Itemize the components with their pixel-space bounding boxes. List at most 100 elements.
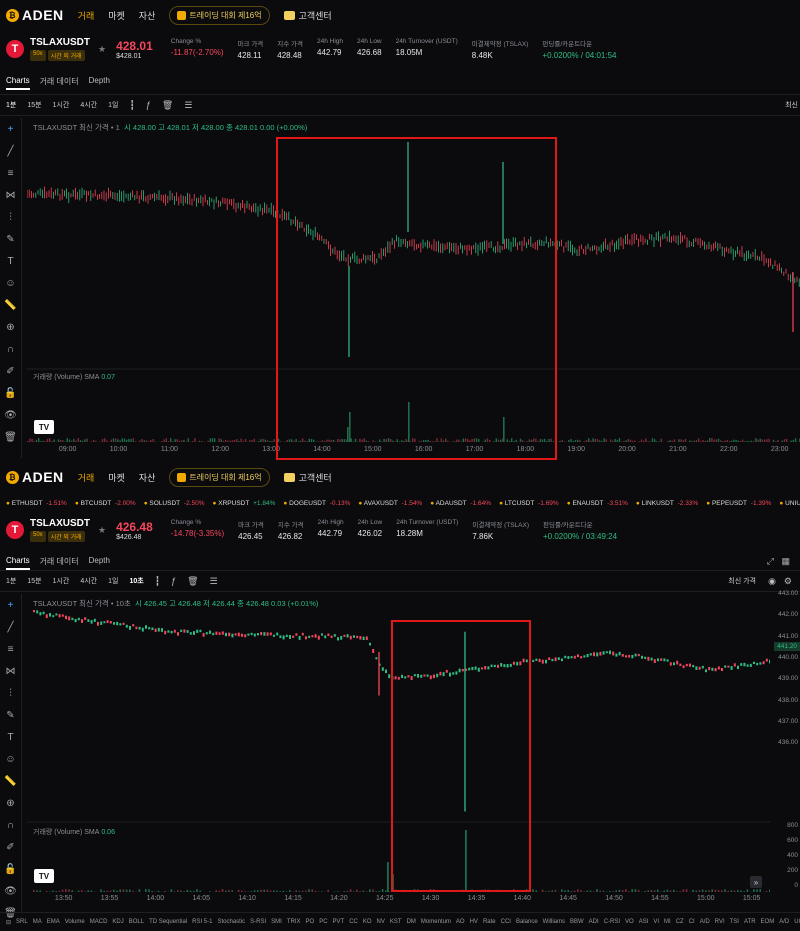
interval-1d[interactable]: 1일 [108,578,119,585]
indicator-item[interactable]: KDJ [112,919,124,925]
favorite-star-icon[interactable]: ★ [98,43,107,54]
indicator-item[interactable]: HV [469,919,478,925]
trash-icon[interactable]: 🗑 [161,99,174,110]
symbol-selector[interactable]: TSLAXUSDT [30,37,90,48]
indicator-item[interactable]: ATR [743,919,756,925]
indicator-item[interactable]: CI [688,919,695,925]
fib-icon[interactable]: ≡ [7,168,14,179]
text-icon[interactable]: T [7,732,14,743]
indicator-item[interactable]: RSI 5-1 [192,919,213,925]
indicator-menu-icon[interactable]: ⊟ [6,919,12,926]
indicator-item[interactable]: AO [455,919,465,925]
interval-1m[interactable]: 1분 [6,102,17,109]
indicator-item[interactable]: NV [376,919,385,925]
indicator-item[interactable]: KO [362,919,372,925]
indicator-item[interactable]: Momentum [420,919,451,925]
indicator-item[interactable]: DM [406,919,416,925]
tab-charts[interactable]: Charts [6,556,30,570]
interval-1d[interactable]: 1일 [108,102,119,109]
zoom-in-icon[interactable]: ⊕ [6,322,15,333]
marquee-item[interactable]: ● BTCUSDT -2.00% [75,500,136,507]
indicator-item[interactable]: TSI [729,919,739,925]
marquee-item[interactable]: ● LINKUSDT -2.33% [636,500,698,507]
indicator-item[interactable]: Stochastic [217,919,246,925]
tab-charts[interactable]: Charts [6,76,30,90]
crosshair-icon[interactable]: + [7,600,14,611]
indicator-item[interactable]: TRIX [286,919,301,925]
channel-icon[interactable]: ⫶ [9,688,12,699]
trend-line-icon[interactable]: ╱ [7,622,14,633]
indicator-item[interactable]: Volume [64,919,85,925]
lock-draw-icon[interactable]: ✐ [6,366,15,377]
gear-icon[interactable]: ⚙ [783,575,792,586]
indicator-item[interactable]: EOM [760,919,775,925]
indicator-item[interactable]: Rate [482,919,496,925]
indicator-item[interactable]: CCI [500,919,511,925]
indicator-item[interactable]: Williams [542,919,565,925]
nav-assets[interactable]: 자산 [138,472,156,483]
symbol-selector[interactable]: TSLAXUSDT [30,518,90,529]
indicator-icon[interactable]: ƒ [171,576,177,586]
scroll-right-button[interactable]: » [750,876,762,888]
marquee-item[interactable]: ● LTCUSDT -1.69% [499,500,559,507]
pattern-icon[interactable]: ⋈ [5,666,16,677]
emoji-icon[interactable]: ☺ [5,754,16,765]
indicator-item[interactable]: MACD [89,919,108,925]
indicator-item[interactable]: Balance [515,919,538,925]
marquee-item[interactable]: ● PEPEUSDT -1.39% [706,500,771,507]
emoji-icon[interactable]: ☺ [5,278,16,289]
promo-button[interactable]: 트레이딩 대회 제16억 [169,467,270,487]
trash-icon[interactable]: 🗑 [187,575,199,586]
settings-list-icon[interactable]: ☰ [184,99,193,110]
indicator-item[interactable]: RVI [714,919,725,925]
indicator-item[interactable]: MI [664,919,671,925]
indicator-item[interactable]: MA [32,919,42,925]
tab-depth[interactable]: Depth [88,556,110,565]
brush-icon[interactable]: ✎ [6,234,15,245]
marquee-item[interactable]: ● XRPUSDT +1.84% [213,500,276,507]
zoom-in-icon[interactable]: ⊕ [6,798,15,809]
indicator-item[interactable]: BBW [570,919,584,925]
candle-type-icon[interactable]: ┇ [129,99,135,110]
promo-button[interactable]: 트레이딩 대회 제16억 [169,5,270,25]
nav-assets[interactable]: 자산 [138,10,156,21]
tab-depth[interactable]: Depth [88,76,110,85]
eye-icon[interactable]: 👁 [4,410,17,421]
nav-trade[interactable]: 거래 [77,10,95,21]
pattern-icon[interactable]: ⋈ [5,190,16,201]
indicator-item[interactable]: C-RSI [603,919,621,925]
latest-price-dropdown[interactable]: 최신 [785,102,798,109]
indicator-item[interactable]: TD Sequential [149,919,188,925]
indicator-item[interactable]: S-RSI [250,919,267,925]
latest-price-dropdown[interactable]: 최신 가격 [728,578,756,585]
indicator-item[interactable]: BOLL [128,919,145,925]
interval-1h[interactable]: 1시간 [52,578,70,585]
text-icon[interactable]: T [7,256,14,267]
indicator-item[interactable]: VO [625,919,634,925]
marquee-item[interactable]: ● ETHUSDT -1.51% [6,500,67,507]
tab-trade-data[interactable]: 거래 데이터 [39,77,79,86]
marquee-item[interactable]: ● AVAXUSDT -1.54% [358,500,422,507]
interval-4h[interactable]: 4시간 [80,578,98,585]
support-link[interactable]: 고객센터 [283,9,332,22]
favorite-star-icon[interactable]: ★ [98,524,107,535]
indicator-item[interactable]: CC [349,919,358,925]
marquee-item[interactable]: ● SOLUSDT -2.50% [144,500,205,507]
channel-icon[interactable]: ⫶ [9,212,12,223]
trash-drawings-icon[interactable]: 🗑 [4,908,17,919]
aden-logo-bottom[interactable]: ₿ ADEN [6,469,64,485]
indicator-item[interactable]: SMI [271,919,282,925]
magnet-icon[interactable]: ∩ [6,344,15,355]
interval-4h[interactable]: 4시간 [80,102,98,109]
ruler-icon[interactable]: 📏 [4,300,17,311]
ruler-icon[interactable]: 📏 [4,776,17,787]
layout-icon[interactable]: ▦ [781,556,790,566]
magnet-icon[interactable]: ∩ [6,820,15,831]
tab-trade-data[interactable]: 거래 데이터 [39,557,79,566]
settings-list-icon[interactable]: ☰ [209,575,218,586]
interval-15m[interactable]: 15분 [27,578,42,585]
nav-market[interactable]: 마켓 [108,472,125,483]
lock-draw-icon[interactable]: ✐ [6,842,15,853]
marquee-item[interactable]: ● ENAUSDT -3.51% [567,500,628,507]
brush-icon[interactable]: ✎ [6,710,15,721]
